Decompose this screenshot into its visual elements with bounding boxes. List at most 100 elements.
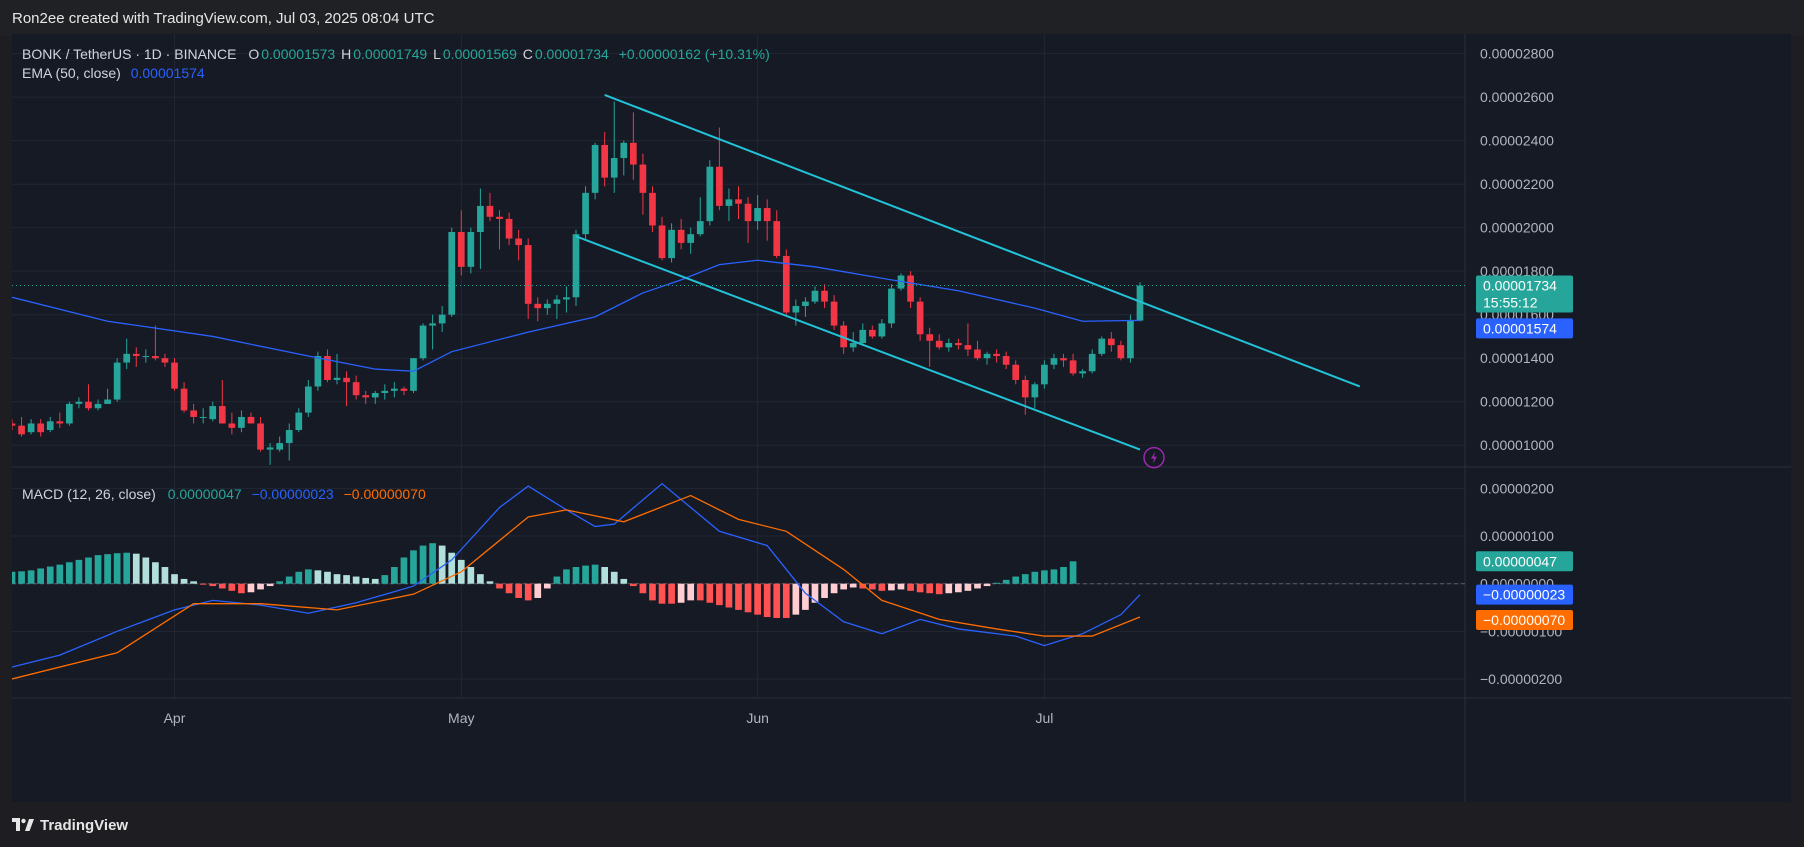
macd-histogram-bar	[907, 583, 914, 591]
macd-histogram-bar	[1012, 576, 1020, 584]
macd-histogram-bar	[1041, 570, 1048, 584]
macd-histogram-bar	[849, 583, 857, 588]
candle	[161, 353, 169, 367]
macd-histogram-bar	[18, 571, 25, 584]
alert-circle	[1143, 446, 1165, 469]
candle	[1098, 336, 1106, 357]
ema-price-badge: 0.00001574	[1476, 318, 1573, 339]
macd-histogram-bar	[897, 583, 905, 590]
candle-body	[180, 388, 188, 411]
candle	[123, 338, 131, 370]
candle	[505, 212, 513, 246]
chart-frame[interactable]: 0.00001000 0.00001200 0.00001400 0.00001600…	[12, 34, 1791, 802]
candle	[754, 195, 761, 230]
candle-body	[926, 334, 934, 341]
candle-body	[773, 221, 781, 256]
candle-body	[228, 423, 236, 428]
candle	[75, 397, 83, 409]
time-axis-tick: Jun	[746, 710, 769, 726]
macd-histogram-bar	[180, 578, 188, 584]
candle-body	[974, 349, 981, 359]
macd-histogram-bar	[218, 583, 226, 589]
macd-histogram-bar	[543, 583, 551, 589]
candle	[620, 140, 628, 176]
candle-body	[238, 416, 245, 428]
candle	[553, 295, 561, 320]
macd-histogram-bar	[888, 583, 895, 591]
macd-hist-badge-text: 0.00000047	[1483, 553, 1557, 569]
candle	[802, 297, 809, 317]
tradingview-logo-icon	[12, 818, 34, 831]
candle	[410, 358, 417, 394]
time-axis-tick: May	[448, 710, 474, 726]
candle	[1002, 351, 1010, 370]
candle	[572, 229, 580, 306]
macd-hist-badge: 0.00000047	[1476, 551, 1573, 572]
candle	[266, 443, 274, 465]
macd-histogram-bar	[257, 583, 264, 590]
macd-histogram-bar	[677, 583, 685, 603]
macd-histogram-bar	[859, 583, 867, 589]
candle	[1117, 340, 1125, 361]
candle-body	[1136, 285, 1144, 321]
macd-histogram-bar	[1050, 569, 1058, 584]
candle-body	[400, 388, 408, 391]
macd-histogram-bar	[142, 557, 150, 584]
candle-body	[1041, 364, 1048, 385]
candle-body	[1002, 356, 1010, 365]
macd-histogram-bar	[792, 583, 800, 615]
candle-body	[983, 353, 991, 359]
ema-value: 0.00001574	[130, 65, 205, 81]
candle-body	[792, 305, 800, 313]
candle	[56, 412, 64, 428]
candle	[955, 338, 962, 350]
candle-body	[955, 342, 962, 346]
candle	[66, 401, 73, 426]
macd-histogram-bar	[209, 583, 217, 587]
macd-histogram-bar	[295, 571, 303, 584]
candle-body	[763, 208, 771, 222]
candle	[496, 210, 503, 250]
symbol-name: BONK / TetherUS · 1D · BINANCE	[22, 46, 237, 62]
macd-label: MACD (12, 26, close)	[22, 486, 156, 502]
candle-body	[46, 421, 54, 431]
candle-body	[811, 290, 819, 302]
macd-axis-tick: 0.00000200	[1480, 480, 1554, 496]
macd-signal-value: −0.00000070	[343, 486, 426, 502]
candle	[333, 353, 341, 385]
candle	[113, 358, 121, 402]
candle-body	[429, 323, 436, 326]
macd-histogram-bar	[811, 583, 819, 603]
candle	[677, 218, 685, 250]
candle-body	[849, 342, 857, 348]
macd-histogram-bar	[687, 583, 695, 601]
candle-body	[477, 205, 484, 233]
macd-line-badge-bg	[1476, 584, 1573, 605]
tradingview-logo[interactable]: TradingView	[12, 817, 128, 834]
macd-histogram-bar	[1021, 574, 1029, 584]
chart-canvas[interactable]: 0.000010000.000012000.000014000.00001600…	[12, 34, 1791, 802]
candle-body	[888, 288, 895, 324]
macd-histogram	[12, 543, 1077, 618]
candle-body	[878, 323, 886, 337]
macd-histogram-bar	[744, 583, 752, 613]
candle	[400, 386, 408, 396]
ema-label: EMA (50, close)	[22, 65, 121, 81]
candle	[1050, 353, 1058, 370]
candle-body	[467, 232, 475, 267]
candle	[438, 305, 446, 333]
macd-histogram-bar	[104, 554, 111, 584]
candle-body	[333, 377, 341, 380]
macd-histogram-bar	[773, 583, 781, 618]
candle-body	[209, 406, 217, 420]
candle-body	[1050, 358, 1058, 365]
candle	[696, 197, 704, 237]
candle	[199, 408, 207, 424]
candle	[534, 297, 542, 322]
candle-body	[744, 203, 752, 222]
candle	[343, 371, 350, 407]
candle-body	[314, 356, 322, 387]
lightning-bolt-icon[interactable]	[1143, 446, 1165, 469]
macd-histogram-bar	[639, 583, 647, 594]
candle-body	[152, 356, 159, 359]
